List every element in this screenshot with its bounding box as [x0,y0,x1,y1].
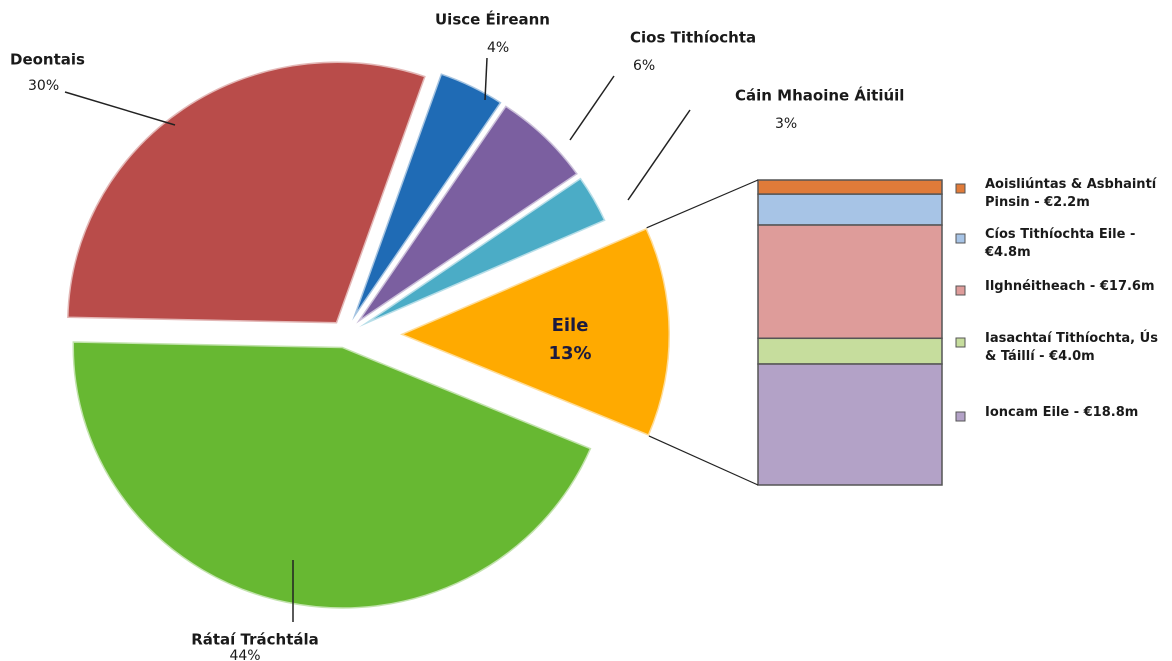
slice-label: Deontais [10,51,85,69]
connector [648,435,759,486]
bar-segment [757,179,943,195]
pie-slice [350,71,504,322]
leader-line [569,75,615,141]
bar-segment [757,337,943,365]
slice-label: Cáin Mhaoine Áitiúil [735,86,904,105]
slice-value-label: 30% [28,78,59,94]
pie-slice [396,225,672,438]
slice-value-label: 3% [775,116,797,132]
legend-swatch [955,285,966,296]
legend-swatch [955,183,966,194]
pie-slice [65,60,428,326]
legend-label: Cíos Tithíochta Eile - €4.8m [985,227,1136,260]
slice-value-label: 13% [548,343,591,364]
bar-segment [757,363,943,486]
leader-line [484,57,488,101]
slice-value-label: 6% [633,58,655,74]
legend-label: Ilghnéitheach - €17.6m [985,279,1155,294]
leader-line [64,91,176,126]
slice-label: Rátaí Tráchtála [191,631,319,649]
slice-value-label: 4% [487,40,509,56]
slice-label: Uisce Éireann [435,10,550,29]
slice-label: Cios Tithíochta [630,29,756,47]
pie-slice [71,339,594,611]
legend-label: Aoisliúntas & Asbhaintí Pinsin - €2.2m [985,177,1157,210]
connector [646,179,759,229]
legend-label: Ioncam Eile - €18.8m [985,405,1139,420]
legend-label: Iasachtaí Tithíochta, Ús & Táillí - €4.0… [985,331,1158,364]
legend-swatch [955,411,966,422]
bar-segment [757,193,943,226]
bar-segment [757,224,943,340]
leader-line [627,109,691,201]
legend-swatch [955,233,966,244]
pie-slice [354,103,581,325]
legend-swatch [955,337,966,348]
pie-slice [358,175,608,329]
slice-label: Eile [552,315,589,336]
slice-value-label: 44% [229,648,260,661]
